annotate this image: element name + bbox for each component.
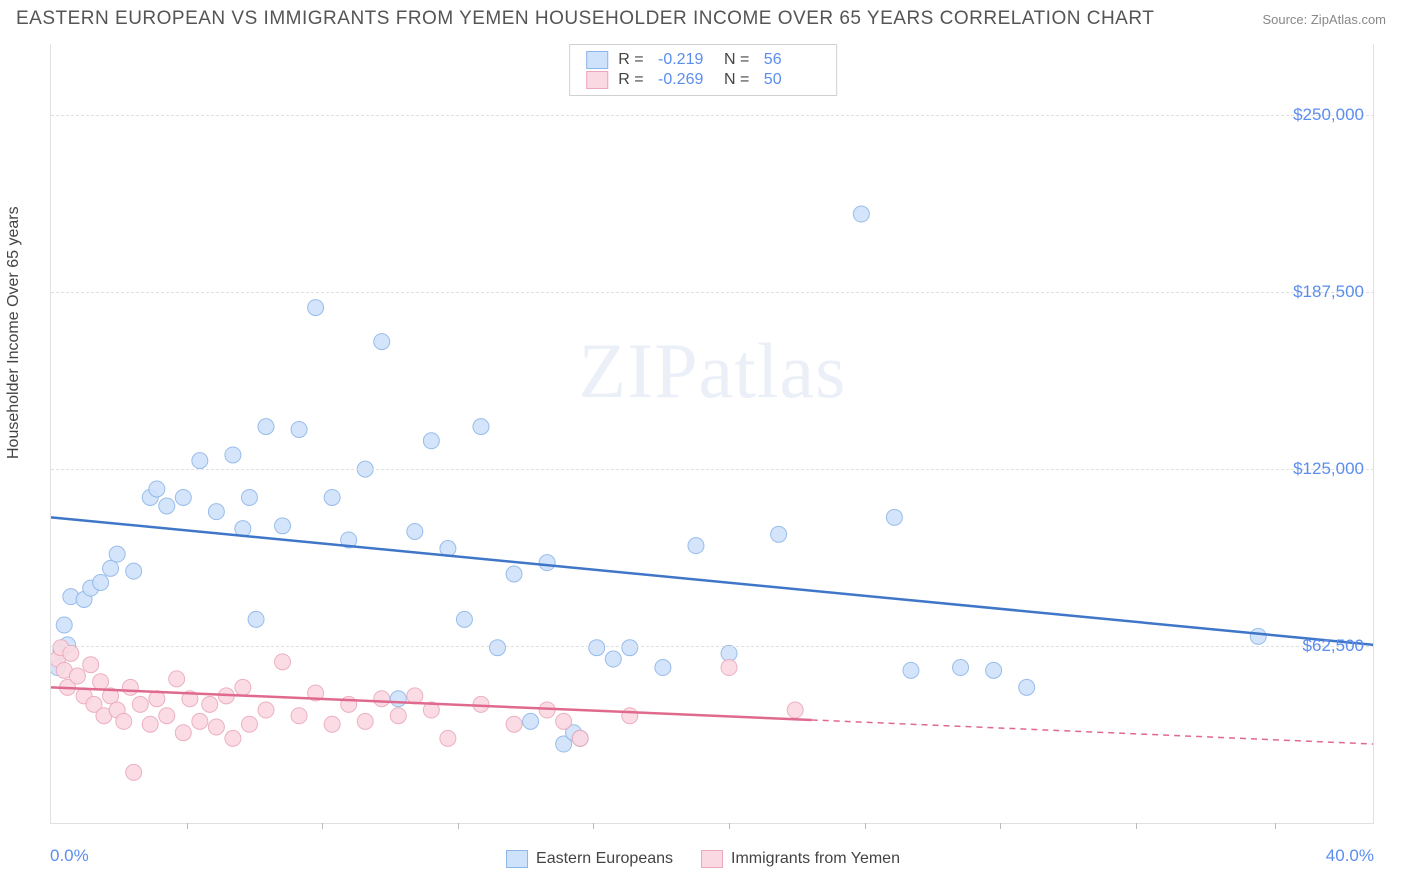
- n-label: N =: [724, 51, 754, 69]
- chart-container: Householder Income Over 65 years ZIPatla…: [0, 34, 1406, 884]
- stats-legend: R = -0.219 N = 56 R = -0.269 N = 50: [569, 44, 837, 96]
- chart-header: EASTERN EUROPEAN VS IMMIGRANTS FROM YEME…: [0, 0, 1406, 34]
- n-value-0: 56: [764, 51, 820, 69]
- series-legend: Eastern Europeans Immigrants from Yemen: [506, 850, 900, 868]
- legend-label-1: Immigrants from Yemen: [731, 850, 900, 868]
- chart-source: Source: ZipAtlas.com: [1262, 12, 1386, 27]
- legend-label-0: Eastern Europeans: [536, 850, 673, 868]
- swatch-series-0: [586, 51, 608, 69]
- stats-row-series-0: R = -0.219 N = 56: [586, 50, 820, 70]
- y-tick-label: $62,500: [1303, 636, 1364, 656]
- r-label: R =: [618, 71, 648, 89]
- x-max-label: 40.0%: [1326, 846, 1374, 866]
- plot-area: ZIPatlas $62,500$125,000$187,500$250,000: [50, 44, 1374, 824]
- chart-title: EASTERN EUROPEAN VS IMMIGRANTS FROM YEME…: [16, 8, 1154, 30]
- swatch-bottom-1: [701, 850, 723, 868]
- y-tick-label: $125,000: [1293, 459, 1364, 479]
- scatter-svg: [51, 44, 1374, 823]
- n-label: N =: [724, 71, 754, 89]
- x-min-label: 0.0%: [50, 846, 89, 866]
- swatch-series-1: [586, 71, 608, 89]
- r-value-1: -0.269: [658, 71, 714, 89]
- n-value-1: 50: [764, 71, 820, 89]
- legend-item-0: Eastern Europeans: [506, 850, 673, 868]
- y-tick-label: $187,500: [1293, 282, 1364, 302]
- y-axis-title: Householder Income Over 65 years: [5, 206, 23, 459]
- legend-item-1: Immigrants from Yemen: [701, 850, 900, 868]
- swatch-bottom-0: [506, 850, 528, 868]
- stats-row-series-1: R = -0.269 N = 50: [586, 70, 820, 90]
- r-value-0: -0.219: [658, 51, 714, 69]
- y-tick-label: $250,000: [1293, 105, 1364, 125]
- r-label: R =: [618, 51, 648, 69]
